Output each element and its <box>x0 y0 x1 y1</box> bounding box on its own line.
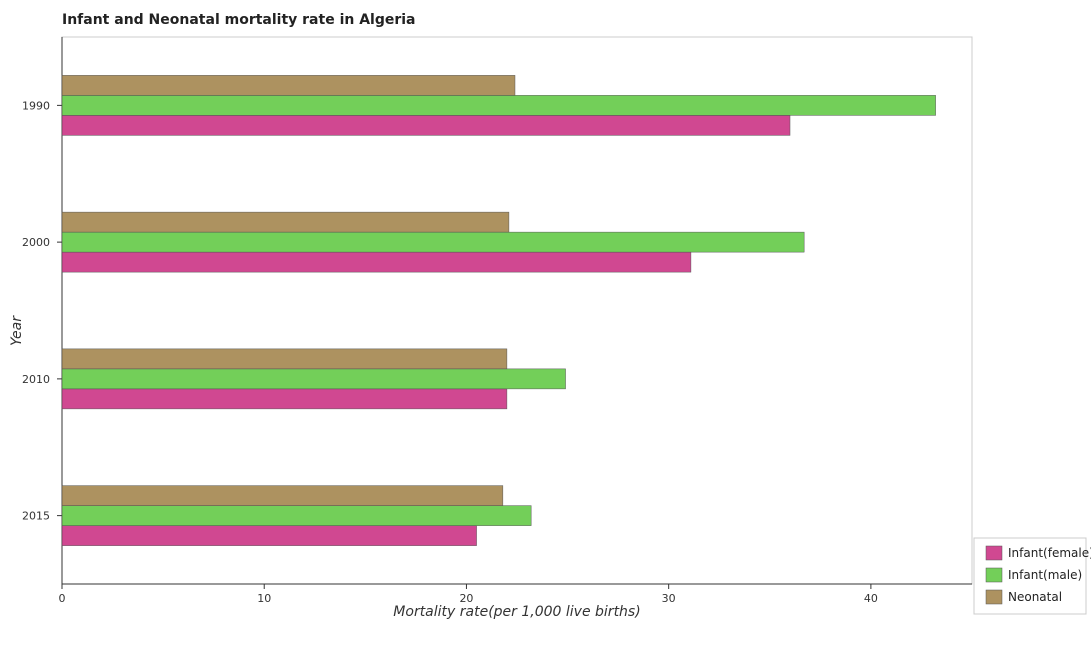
plot-area: 0 10 20 30 40 1990 2000 2010 2015 <box>22 36 973 605</box>
bar-infant-female-1990 <box>61 115 791 136</box>
legend-label: Infant(male) <box>1008 568 1082 582</box>
bar-infant-male-2000 <box>61 231 805 253</box>
x-tick-label: 40 <box>864 592 878 605</box>
bar-infant-female-2015 <box>61 525 477 546</box>
y-tick-label: 2010 <box>22 373 50 386</box>
legend-swatch <box>985 545 1003 561</box>
y-axis-label: Year <box>9 315 25 346</box>
y-tick-label: 1990 <box>22 99 50 112</box>
x-tick-label: 0 <box>59 592 66 605</box>
bar-infant-male-2010 <box>61 368 566 390</box>
bar-neonatal-2000 <box>61 211 510 233</box>
bar-infant-male-1990 <box>61 95 936 116</box>
bar-infant-male-2015 <box>61 505 532 526</box>
y-tick-label: 2015 <box>22 510 50 523</box>
x-axis-label: Mortality rate(per 1,000 live births) <box>393 604 640 620</box>
bar-infant-female-2010 <box>61 388 508 410</box>
bar-neonatal-1990 <box>61 75 516 96</box>
bar-infant-female-2000 <box>61 251 692 273</box>
chart-title: Infant and Neonatal mortality rate in Al… <box>62 12 416 28</box>
y-tick-label: 2000 <box>22 236 50 249</box>
legend: Infant(female) Infant(male) Neonatal <box>973 537 1091 615</box>
legend-label: Neonatal <box>1008 590 1062 604</box>
x-tick-label: 20 <box>459 592 473 605</box>
bar-neonatal-2010 <box>61 348 508 370</box>
x-tick-label: 10 <box>257 592 271 605</box>
bar-neonatal-2015 <box>61 485 504 506</box>
legend-swatch <box>985 589 1003 605</box>
legend-swatch <box>985 567 1003 583</box>
x-tick-label: 30 <box>662 592 676 605</box>
legend-label: Infant(female) <box>1008 546 1091 560</box>
